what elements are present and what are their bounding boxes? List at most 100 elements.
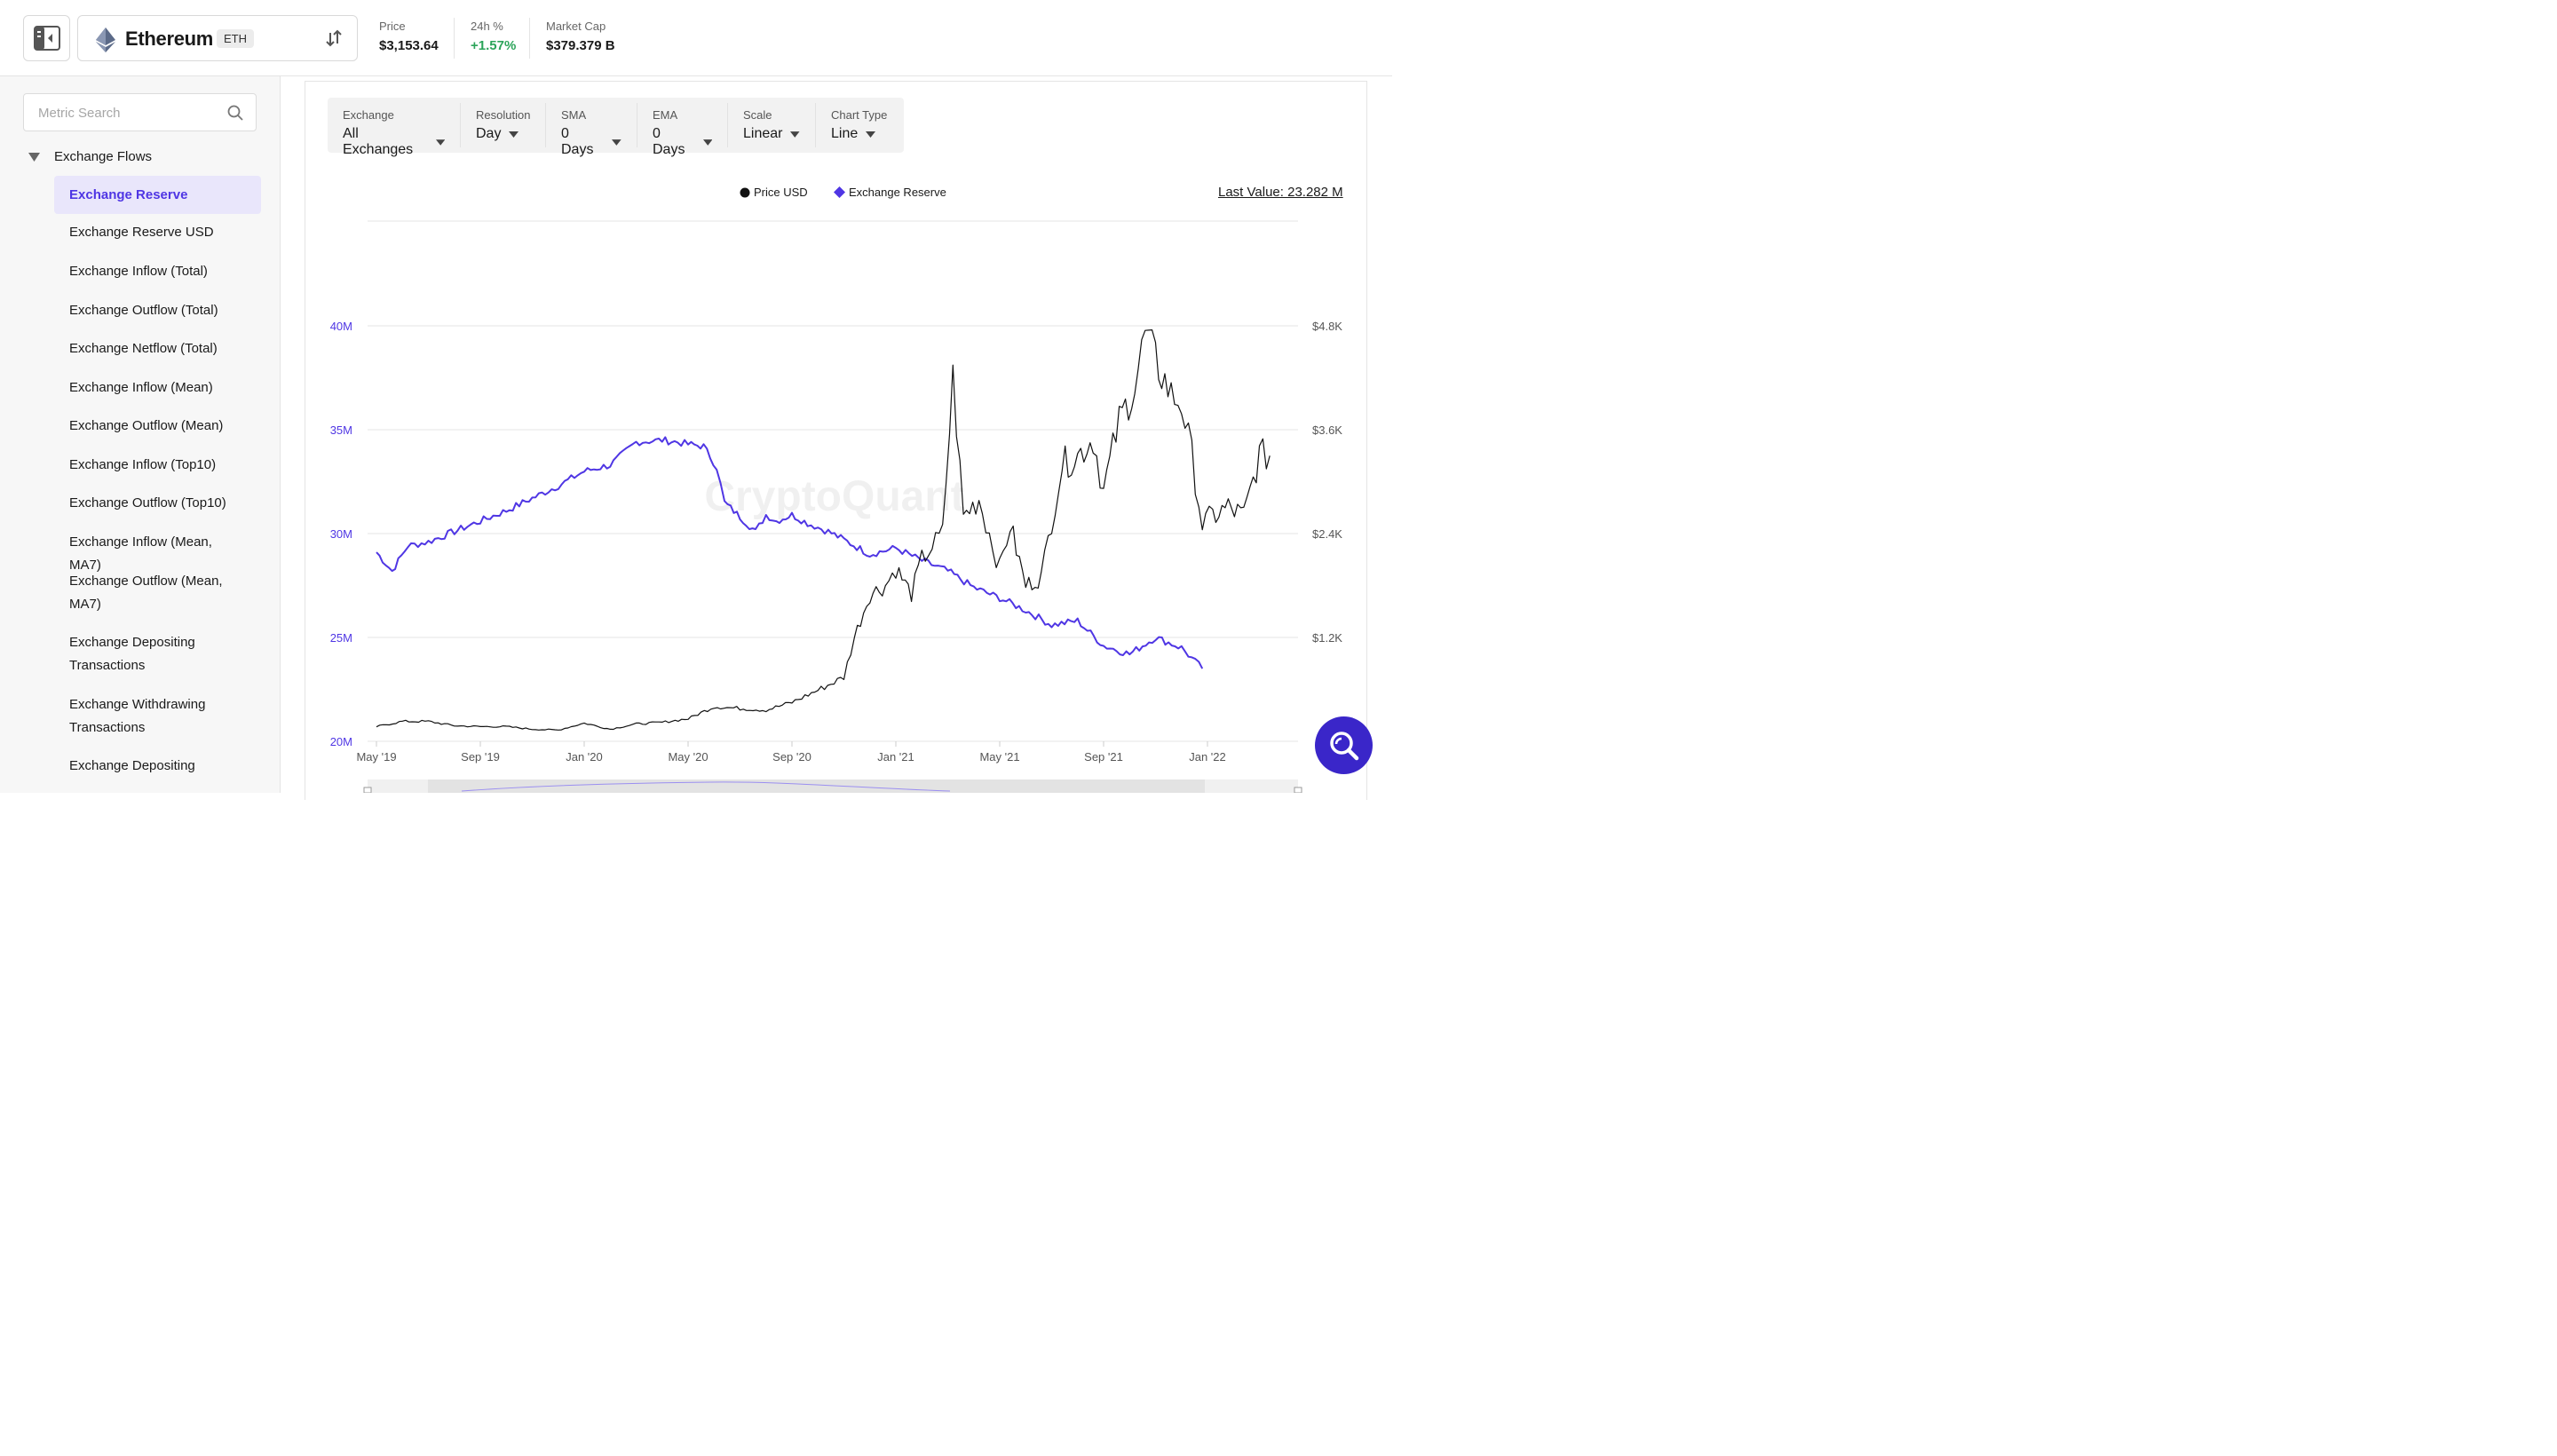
caret-down-icon: [612, 138, 621, 146]
resolution-label: Resolution: [476, 108, 531, 122]
navigator-window[interactable]: [428, 779, 1205, 793]
exchange-select[interactable]: Exchange All Exchanges: [328, 103, 461, 157]
left-axis-tick-label: 20M: [330, 735, 352, 748]
series-group: [376, 329, 1271, 731]
x-axis-tick-label: May '21: [979, 750, 1019, 764]
chart-panel: [305, 81, 1367, 800]
sidebar-item-exchange-outflow-mean[interactable]: Exchange Outflow (Mean): [69, 418, 224, 433]
ema-value: 0 Days: [653, 126, 685, 157]
price-stat: Price $3,153.64: [379, 20, 439, 53]
metric-search-box: [23, 93, 257, 131]
sidebar-item-exchange-inflow-mean[interactable]: Exchange Inflow (Mean): [69, 380, 213, 395]
sidebar-item-exchange-outflow-total[interactable]: Exchange Outflow (Total): [69, 303, 218, 318]
market-cap-stat: Market Cap $379.379 B: [546, 20, 615, 53]
search-icon[interactable]: [227, 105, 243, 121]
left-axis-tick-label: 40M: [330, 320, 352, 333]
sidebar-collapse-icon: [33, 26, 60, 51]
sidebar-item-exchange-outflow-top10[interactable]: Exchange Outflow (Top10): [69, 495, 226, 510]
change-value: +1.57%: [471, 38, 517, 53]
chart-area: CryptoQuant 40M 35M 30M 25M 20M $4.8K $3.6K $2…: [330, 220, 1342, 793]
chart-controls: Exchange All Exchanges Resolution Day SM…: [328, 98, 904, 157]
caret-down-icon: [702, 138, 712, 146]
market-cap-label: Market Cap: [546, 20, 606, 33]
metric-search-input[interactable]: [38, 103, 216, 123]
resolution-value: Day: [476, 126, 502, 141]
change-stat: 24h % +1.57%: [471, 20, 516, 53]
exchange-label: Exchange: [343, 108, 394, 122]
x-axis-tick-label: Jan '22: [1189, 750, 1226, 764]
caret-down-icon: [790, 131, 800, 138]
chart-type-select[interactable]: Chart Type Line: [816, 103, 904, 147]
help-search-button[interactable]: [1315, 716, 1373, 774]
legend-price[interactable]: Price USD: [740, 186, 808, 199]
sma-label: SMA: [561, 108, 587, 122]
legend-price-label: Price USD: [754, 186, 808, 199]
resolution-select[interactable]: Resolution Day: [461, 103, 546, 147]
sidebar-item-exchange-reserve-usd[interactable]: Exchange Reserve USD: [69, 225, 214, 240]
swap-arrows-icon[interactable]: [325, 28, 343, 48]
sma-value: 0 Days: [561, 126, 594, 157]
sidebar: Exchange Flows Exchange Reserve Exchange…: [0, 76, 281, 793]
navigator[interactable]: [363, 779, 1302, 793]
x-axis-tick-label: Jan '20: [566, 750, 603, 764]
group-label: Exchange Flows: [54, 149, 153, 164]
legend-reserve-label: Exchange Reserve: [849, 186, 946, 199]
ema-label: EMA: [653, 108, 678, 122]
chart-type-label: Chart Type: [831, 108, 888, 122]
x-axis: May '19 Sep '19 Jan '20 May '20 Sep '20 Jan '…: [356, 741, 1226, 764]
chart-grid: [368, 220, 1298, 742]
x-axis-tick-label: Sep '21: [1084, 750, 1123, 764]
last-value[interactable]: Last Value: 23.282 M: [1218, 185, 1343, 200]
asset-selector[interactable]: Ethereum ETH: [77, 15, 358, 61]
x-axis-tick-label: Sep '20: [772, 750, 811, 764]
left-axis: 40M 35M 30M 25M 20M: [330, 320, 352, 748]
sidebar-item-exchange-outflow-mean-ma7[interactable]: Exchange Outflow (Mean, MA7): [69, 574, 223, 612]
asset-ticker-badge: ETH: [217, 29, 254, 48]
change-label: 24h %: [471, 20, 503, 33]
right-axis: $4.8K $3.6K $2.4K $1.2K: [1312, 320, 1342, 645]
stat-divider: [529, 18, 530, 59]
market-cap-value: $379.379 B: [546, 38, 615, 53]
price-value: $3,153.64: [379, 38, 439, 53]
navigator-handle-left[interactable]: [363, 787, 372, 793]
left-axis-tick-label: 25M: [330, 631, 352, 645]
x-axis-tick-label: Sep '19: [461, 750, 500, 764]
exchange-reserve-line: [376, 436, 1204, 669]
scale-select[interactable]: Scale Linear: [728, 103, 816, 147]
right-axis-tick-label: $4.8K: [1312, 320, 1342, 333]
price-label: Price: [379, 20, 406, 33]
x-axis-tick-label: May '19: [356, 750, 396, 764]
circle-marker-icon: [740, 187, 750, 197]
sidebar-item-exchange-reserve[interactable]: Exchange Reserve: [54, 176, 261, 214]
sma-select[interactable]: SMA 0 Days: [546, 103, 637, 157]
left-axis-tick-label: 30M: [330, 527, 352, 541]
sidebar-item-exchange-inflow-total[interactable]: Exchange Inflow (Total): [69, 264, 208, 279]
chart-type-value: Line: [831, 126, 859, 141]
sidebar-item-exchange-inflow-top10[interactable]: Exchange Inflow (Top10): [69, 457, 217, 472]
caret-down-icon: [866, 131, 876, 138]
legend-reserve[interactable]: Exchange Reserve: [834, 186, 946, 199]
sidebar-toggle-button[interactable]: [23, 15, 70, 61]
sidebar-item-exchange-depositing-transactions[interactable]: Exchange Depositing Transactions: [69, 635, 195, 673]
caret-down-icon: [28, 152, 40, 162]
ema-select[interactable]: EMA 0 Days: [637, 103, 728, 157]
sidebar-item-exchange-netflow-total[interactable]: Exchange Netflow (Total): [69, 341, 218, 356]
right-axis-tick-label: $3.6K: [1312, 423, 1342, 437]
right-axis-tick-label: $2.4K: [1312, 527, 1342, 541]
ethereum-icon: [96, 28, 115, 52]
top-bar: Ethereum ETH Price $3,153.64 24h % +1.57…: [0, 0, 1392, 76]
stat-divider: [454, 18, 455, 59]
x-axis-tick-label: May '20: [668, 750, 708, 764]
navigator-handle-right[interactable]: [1294, 787, 1302, 793]
sidebar-item-exchange-inflow-mean-ma7[interactable]: Exchange Inflow (Mean, MA7): [69, 534, 212, 573]
right-axis-tick-label: $1.2K: [1312, 631, 1342, 645]
scale-value: Linear: [743, 126, 783, 141]
scale-label: Scale: [743, 108, 772, 122]
group-exchange-flows[interactable]: Exchange Flows: [28, 149, 152, 164]
exchange-value: All Exchanges: [343, 126, 414, 157]
sidebar-item-exchange-withdrawing-transactions[interactable]: Exchange Withdrawing Transactions: [69, 697, 206, 735]
left-axis-tick-label: 35M: [330, 423, 352, 437]
asset-name: Ethereum: [125, 28, 214, 50]
caret-down-icon: [509, 131, 519, 138]
sidebar-item-exchange-depositing[interactable]: Exchange Depositing: [69, 758, 195, 773]
